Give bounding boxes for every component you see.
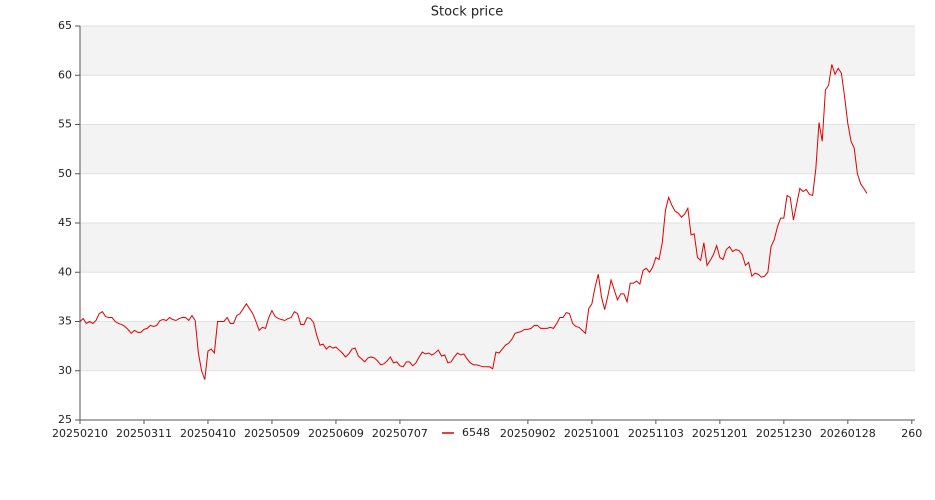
y-tick-label: 25 (58, 413, 72, 426)
x-tick-label: 20251201 (692, 427, 748, 440)
x-tick-label: 20250410 (180, 427, 236, 440)
x-tick-label: 20250707 (372, 427, 428, 440)
line-series (79, 64, 868, 380)
chart-title: Stock price (431, 5, 503, 20)
y-tick-label: 55 (58, 118, 72, 131)
grid-band (80, 223, 915, 273)
x-tick-label: 260 (901, 427, 922, 440)
y-tick-label: 45 (58, 216, 72, 229)
y-tick-label: 35 (58, 315, 72, 328)
y-tick-label: 30 (58, 364, 72, 377)
y-tick-label: 40 (58, 265, 72, 278)
x-tick-label: 20250311 (116, 427, 172, 440)
x-tick-label: 20251230 (756, 427, 812, 440)
x-tick-label: 20251103 (628, 427, 684, 440)
y-tick-label: 50 (58, 167, 72, 180)
x-tick-label: 20250210 (52, 427, 108, 440)
grid-band (80, 124, 915, 174)
grid-band (80, 26, 915, 76)
x-tick-label: 20260128 (820, 427, 876, 440)
legend-label: 6548 (462, 426, 490, 439)
x-tick-label: 20250509 (244, 427, 300, 440)
x-tick-label: 20250609 (308, 427, 364, 440)
x-tick-label: 20250902 (500, 427, 556, 440)
legend-bg (438, 425, 498, 441)
grid-band (80, 321, 915, 371)
x-tick-label: 20251001 (564, 427, 620, 440)
y-tick-label: 65 (58, 19, 72, 32)
y-tick-label: 60 (58, 68, 72, 81)
